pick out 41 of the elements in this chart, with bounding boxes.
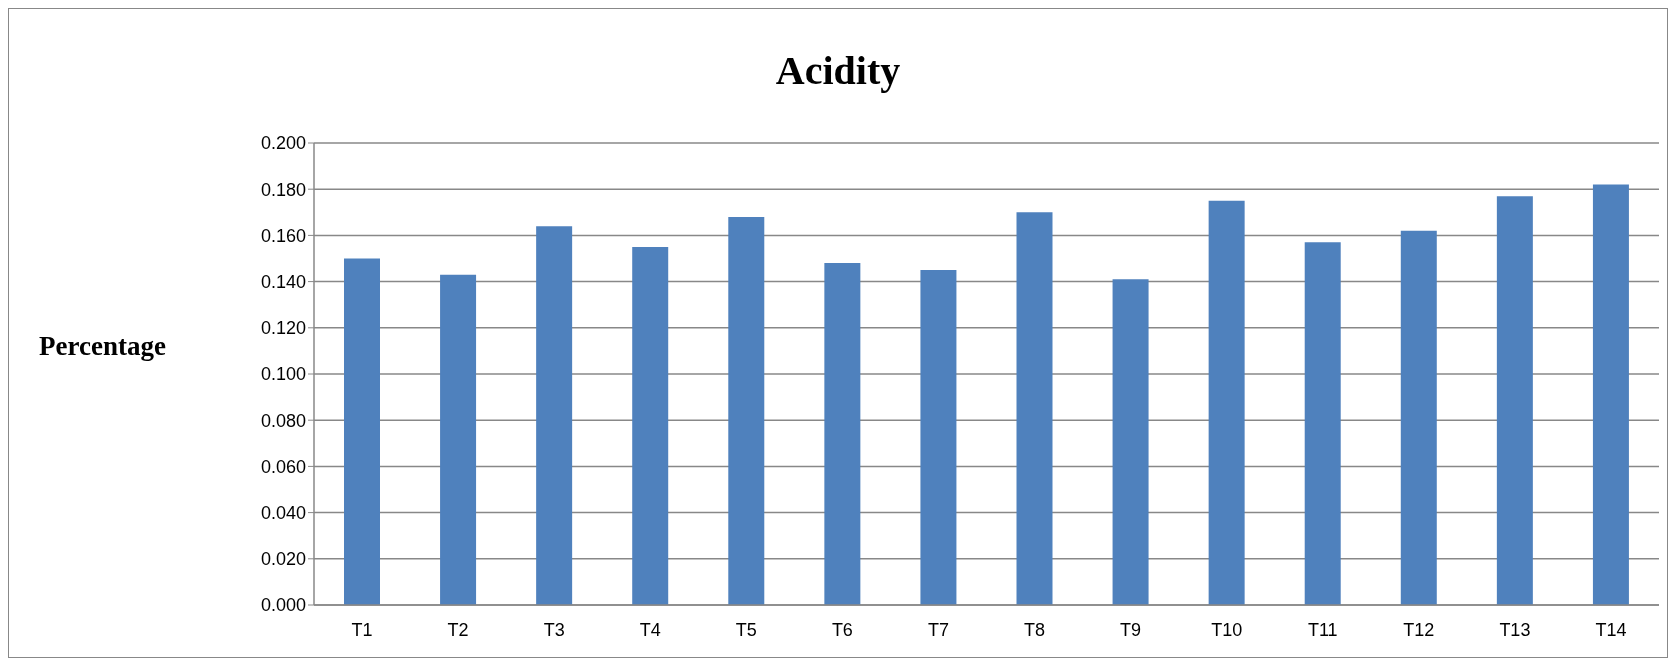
y-tick-label: 0.000 [260, 595, 306, 616]
x-tick-label: T14 [1595, 619, 1627, 640]
y-tick-label: 0.120 [260, 318, 306, 339]
bar [344, 258, 380, 605]
x-tick-label: T13 [1499, 619, 1531, 640]
x-tick-label: T4 [639, 619, 661, 640]
y-tick-label: 0.180 [260, 179, 306, 200]
bar [920, 270, 957, 605]
x-tick-label: T7 [927, 619, 949, 640]
bar [1112, 279, 1149, 605]
y-tick-label: 0.140 [260, 271, 306, 292]
y-tick-label: 0.020 [260, 549, 306, 570]
y-tick-label: 0.040 [260, 502, 306, 523]
y-tick-label: 0.160 [260, 225, 306, 246]
bar [1304, 242, 1341, 605]
y-tick-label: 0.080 [260, 410, 306, 431]
x-tick-label: T6 [831, 619, 853, 640]
bar [1208, 200, 1245, 605]
y-tick-label: 0.100 [260, 364, 306, 385]
bar [728, 216, 765, 605]
bar [1400, 230, 1437, 605]
y-axis-title: Percentage [39, 331, 166, 362]
chart-title: Acidity [774, 47, 902, 94]
x-tick-label: T1 [351, 619, 373, 640]
x-tick-label: T9 [1120, 619, 1142, 640]
x-tick-label: T12 [1403, 619, 1435, 640]
bar [1496, 196, 1533, 605]
x-tick-label: T11 [1307, 619, 1338, 640]
bar [632, 246, 669, 605]
x-tick-label: T10 [1211, 619, 1243, 640]
x-tick-label: T5 [735, 619, 757, 640]
x-tick-label: T2 [447, 619, 469, 640]
x-tick-label: T3 [543, 619, 565, 640]
y-tick-label: 0.060 [260, 456, 306, 477]
bar [1016, 212, 1053, 605]
bar [536, 226, 573, 605]
bar [1592, 184, 1629, 605]
bar [440, 274, 477, 605]
bar [824, 263, 861, 605]
x-tick-label: T8 [1024, 619, 1046, 640]
y-tick-label: 0.200 [260, 133, 306, 154]
